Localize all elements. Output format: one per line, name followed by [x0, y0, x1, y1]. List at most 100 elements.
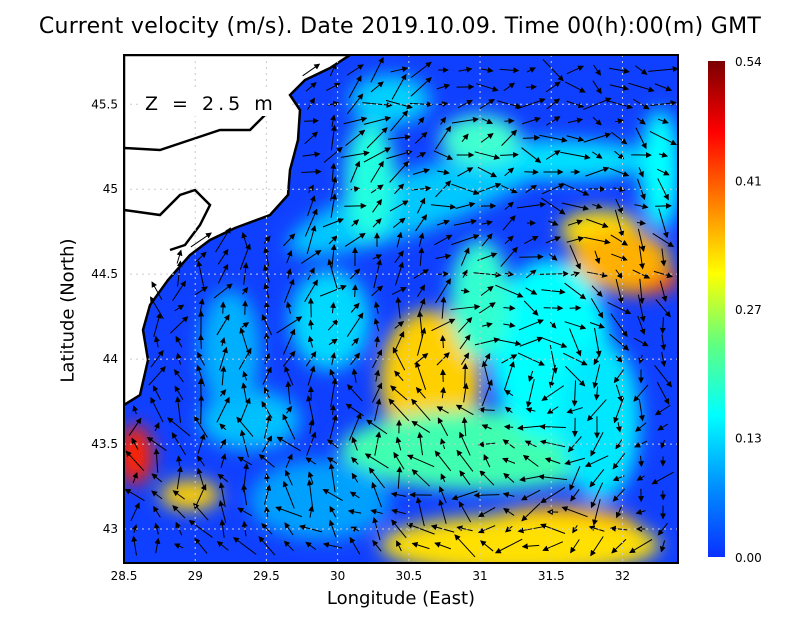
velocity-arrow [459, 431, 471, 456]
velocity-arrow [263, 246, 270, 267]
velocity-arrow [396, 540, 402, 552]
velocity-arrow [615, 278, 624, 304]
velocity-arrow [132, 471, 138, 484]
velocity-arrow [502, 215, 516, 231]
velocity-arrow [391, 519, 407, 539]
velocity-arrow [609, 84, 630, 91]
velocity-arrow [546, 116, 561, 126]
speed-patch [200, 290, 260, 410]
velocity-arrow [346, 312, 364, 338]
velocity-arrow [386, 149, 413, 160]
velocity-arrow [569, 328, 582, 357]
velocity-arrow [561, 202, 590, 211]
velocity-arrow [478, 507, 496, 518]
velocity-arrow [461, 269, 468, 278]
velocity-arrow [440, 473, 447, 482]
velocity-arrow [242, 286, 249, 295]
velocity-arrow [518, 319, 544, 331]
velocity-arrow [350, 160, 361, 183]
y-tick-label: 43 [103, 522, 118, 536]
velocity-arrow [587, 399, 607, 422]
x-tick-label: 30.5 [395, 569, 422, 583]
colorbar-tick-label: 0.27 [735, 303, 762, 317]
velocity-arrow [305, 541, 317, 551]
velocity-arrow [327, 319, 339, 331]
velocity-arrow [517, 352, 545, 366]
velocity-arrow [389, 160, 410, 183]
velocity-arrow [438, 486, 447, 504]
velocity-arrow [326, 439, 339, 449]
velocity-arrow [128, 417, 142, 436]
velocity-arrow [592, 116, 602, 126]
velocity-arrow [614, 209, 625, 238]
velocity-arrow [328, 462, 336, 493]
velocity-arrow [406, 454, 435, 468]
velocity-arrow [216, 540, 229, 551]
velocity-arrow [656, 168, 670, 176]
velocity-arrow [649, 130, 677, 146]
velocity-arrow [586, 271, 609, 278]
velocity-arrow [351, 337, 359, 346]
velocity-arrow [153, 312, 162, 337]
velocity-arrow [282, 350, 296, 367]
velocity-arrow [373, 317, 380, 332]
velocity-arrow [218, 481, 226, 508]
velocity-arrow [541, 288, 566, 295]
velocity-arrow [610, 234, 629, 246]
velocity-arrow [167, 417, 191, 437]
velocity-arrow [347, 508, 362, 515]
velocity-arrow [540, 197, 566, 215]
velocity-arrow [411, 420, 431, 433]
velocity-arrow [477, 441, 496, 448]
velocity-arrow [451, 183, 480, 195]
speed-patch [350, 75, 430, 125]
velocity-arrow [329, 62, 337, 77]
speed-patch [345, 120, 395, 240]
velocity-arrow [612, 453, 626, 470]
velocity-arrow [453, 218, 478, 226]
velocity-arrow [131, 535, 138, 556]
velocity-arrow [584, 236, 611, 245]
velocity-arrow [659, 540, 666, 553]
velocity-arrow [564, 321, 587, 330]
velocity-arrow [285, 380, 292, 405]
velocity-arrow [519, 253, 544, 260]
velocity-arrow [170, 316, 189, 334]
velocity-arrow [584, 455, 609, 467]
velocity-arrow [540, 487, 566, 504]
velocity-arrow [301, 249, 322, 264]
velocity-arrow [305, 457, 317, 465]
velocity-arrow [394, 321, 405, 329]
velocity-arrow [343, 116, 368, 125]
velocity-arrow [416, 152, 427, 158]
speed-patch [124, 425, 153, 485]
velocity-arrow [394, 250, 404, 264]
velocity-arrow [437, 417, 449, 437]
velocity-arrow [503, 508, 515, 516]
velocity-arrow [615, 269, 623, 280]
velocity-arrow [371, 285, 384, 297]
velocity-arrow [614, 118, 624, 125]
velocity-arrow [263, 264, 270, 283]
velocity-arrow [374, 398, 382, 421]
velocity-arrow [436, 219, 450, 226]
velocity-arrow [395, 296, 402, 319]
velocity-arrow [131, 524, 138, 533]
velocity-arrow [605, 99, 634, 110]
velocity-arrow [526, 67, 536, 73]
velocity-arrow [391, 73, 407, 100]
velocity-arrow [504, 201, 514, 211]
velocity-arrow [372, 539, 382, 552]
velocity-arrow [479, 470, 495, 486]
velocity-arrow [653, 270, 674, 279]
velocity-arrow [284, 522, 294, 536]
velocity-arrow [585, 166, 610, 177]
velocity-arrow [560, 151, 591, 160]
velocity-arrow [219, 389, 227, 397]
velocity-arrow [308, 505, 315, 518]
velocity-arrow [589, 469, 605, 488]
velocity-arrow [638, 245, 645, 270]
velocity-arrow [561, 506, 588, 518]
velocity-arrow [130, 502, 140, 521]
velocity-arrow [416, 197, 426, 214]
